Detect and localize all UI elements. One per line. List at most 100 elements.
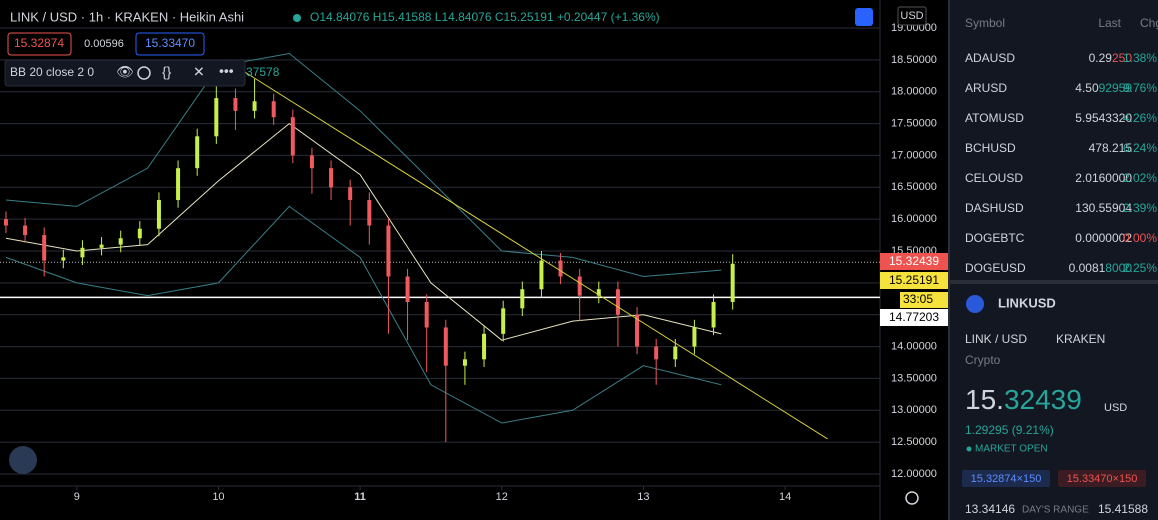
bid-box[interactable] [7,32,72,56]
detail-pair: LINK / USD [965,332,1027,346]
y-tick-label: 12.50000 [891,436,937,448]
range-high: 15.41588 [1098,502,1148,516]
detail-symbol: LINKUSD [998,295,1056,310]
chart-background [0,0,948,520]
countdown: 33:05 [903,292,933,306]
candle-body [443,327,448,366]
coin-icon [966,295,984,313]
candle-body [137,228,142,239]
column-last: Last [1098,16,1121,30]
candle-body [405,276,410,302]
y-tick-label: 12.00000 [891,468,937,480]
bid-chip[interactable] [962,470,1050,487]
row-last-part: 130.55904 [1075,201,1132,215]
candle-body [539,260,544,290]
currency-box[interactable] [897,6,927,26]
price-tail: 32439 [1004,384,1082,415]
currency: USD [900,10,923,22]
candle-body [156,200,161,229]
price-main: 15. [965,384,1004,415]
last-price-label: 15.32439 [889,254,939,268]
row-symbol: ATOMUSD [965,111,1024,125]
y-tick-label: 18.50000 [891,54,937,66]
row-last-part: 2.0160000 [1075,171,1132,185]
logo[interactable] [9,446,37,474]
band-upper [5,52,722,277]
row-change: 2.02% [1123,171,1157,185]
candle-body [615,289,620,315]
row-last-part: 0.29 [1089,51,1113,65]
candle-body [61,257,66,261]
candle-body [42,235,47,261]
candle-body [271,101,276,118]
settings-icon[interactable] [137,66,151,80]
eye-icon[interactable]: 👁 [116,64,134,80]
x-tick-label: 10 [212,491,224,503]
candle-body [233,98,238,111]
row-change: 9.76% [1123,81,1157,95]
spread: 0.00596 [84,38,124,50]
row-last-part: 5.9543320 [1075,111,1132,125]
x-tick-label: 11 [354,491,366,503]
candle-body [3,219,8,226]
candle-body [501,308,506,334]
detail-category: Crypto [965,353,1001,367]
ask-chip[interactable] [1058,470,1146,487]
row-last-part: 250 [1112,51,1132,65]
row-last: 2.0160000 [1075,171,1132,185]
row-change: 2.39% [1123,201,1157,215]
candle-body [367,200,372,226]
more-icon[interactable]: ••• [219,63,234,79]
x-tick-label: 14 [779,491,791,503]
detail-bid: 15.32874×150 [971,473,1042,485]
candle-body [577,276,582,296]
toggle-button[interactable] [855,8,873,26]
countdown-box [900,292,948,308]
row-change: 1.38% [1123,51,1157,65]
row-last-part: 92959 [1099,81,1133,95]
row-last: 0.00818000 [1069,261,1133,275]
candle-body [348,187,353,201]
range-label: DAY'S RANGE [1022,505,1089,516]
detail-currency: USD [1104,402,1127,414]
last-price-box [880,253,948,270]
candle-body [520,289,525,309]
row-change: 4.26% [1123,111,1157,125]
detail-exchange: KRAKEN [1056,332,1105,346]
y-tick-label: 14.00000 [891,340,937,352]
row-symbol: ARUSD [965,81,1007,95]
candle-body [176,168,181,201]
candle-body [424,301,429,328]
candle-body [711,301,716,328]
y-tick-label: 17.50000 [891,117,937,129]
axis-settings[interactable] [905,491,919,505]
candle-body [290,117,295,156]
indicator-value: 37578 [246,65,280,79]
row-last-part: 0.0081 [1069,261,1106,275]
status-dot [293,14,301,22]
candle-body [673,346,678,360]
ask: 15.33470 [145,36,195,50]
candle-body [730,263,735,302]
indicator-box[interactable] [4,59,246,87]
band-lower [5,205,722,424]
ask-box[interactable] [135,32,205,56]
row-last: 4.5092959 [1075,81,1132,95]
candle-body [692,327,697,347]
row-symbol: DOGEBTC [965,231,1025,245]
column-chg: Chg [1140,16,1158,30]
symbol-title: LINK / USD · 1h · KRAKEN · Heikin Ashi [10,9,244,24]
y-tick-label: 16.50000 [891,181,937,193]
row-last-part: 0.0000002 [1075,231,1132,245]
remove-icon[interactable]: ✕ [193,64,205,80]
y-tick-label: 18.00000 [891,86,937,98]
y-tick-label: 16.00000 [891,213,937,225]
row-last-part: 4.50 [1075,81,1099,95]
row-symbol: ADAUSD [965,51,1015,65]
detail-status: MARKET OPEN [975,444,1048,455]
y-tick-label: 13.00000 [891,404,937,416]
row-last-part: 478.215 [1089,141,1133,155]
trendline [225,59,828,440]
ohlc: O14.84076 H15.41588 L14.84076 C15.25191 … [310,10,660,24]
source-icon[interactable]: {} [162,64,172,80]
